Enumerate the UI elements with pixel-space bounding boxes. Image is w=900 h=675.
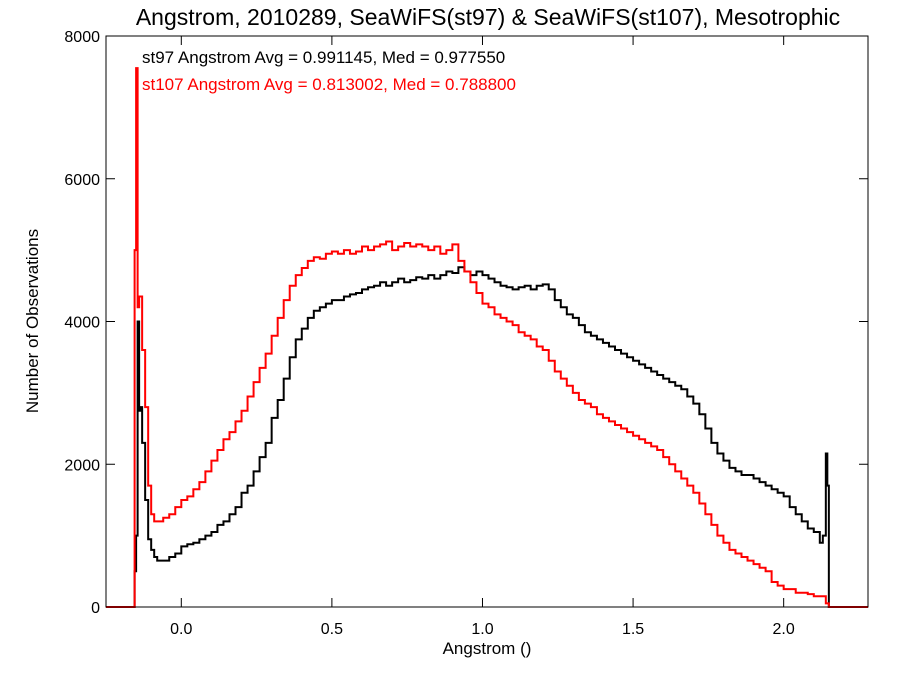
series-line-st107 [106,67,868,608]
x-tick-label: 1.0 [471,621,493,638]
x-tick-label: 1.5 [622,621,644,638]
x-axis-label: Angstrom () [443,639,532,658]
chart-title: Angstrom, 2010289, SeaWiFS(st97) & SeaWi… [136,4,840,30]
x-tick-label: 0.0 [170,621,192,638]
annotation-st97: st97 Angstrom Avg = 0.991145, Med = 0.97… [142,48,505,67]
y-axis-label: Number of Observations [23,229,42,413]
plot-area [106,67,868,608]
plot-frame [105,35,869,608]
annotation-st107: st107 Angstrom Avg = 0.813002, Med = 0.7… [142,75,516,94]
y-tick-label: 0 [91,600,100,617]
y-tick-label: 2000 [64,457,100,474]
x-tick-label: 0.5 [321,621,343,638]
y-tick-label: 8000 [64,29,100,46]
x-tick-label: 2.0 [773,621,795,638]
y-tick-label: 4000 [64,315,100,332]
y-tick-label: 6000 [64,172,100,189]
